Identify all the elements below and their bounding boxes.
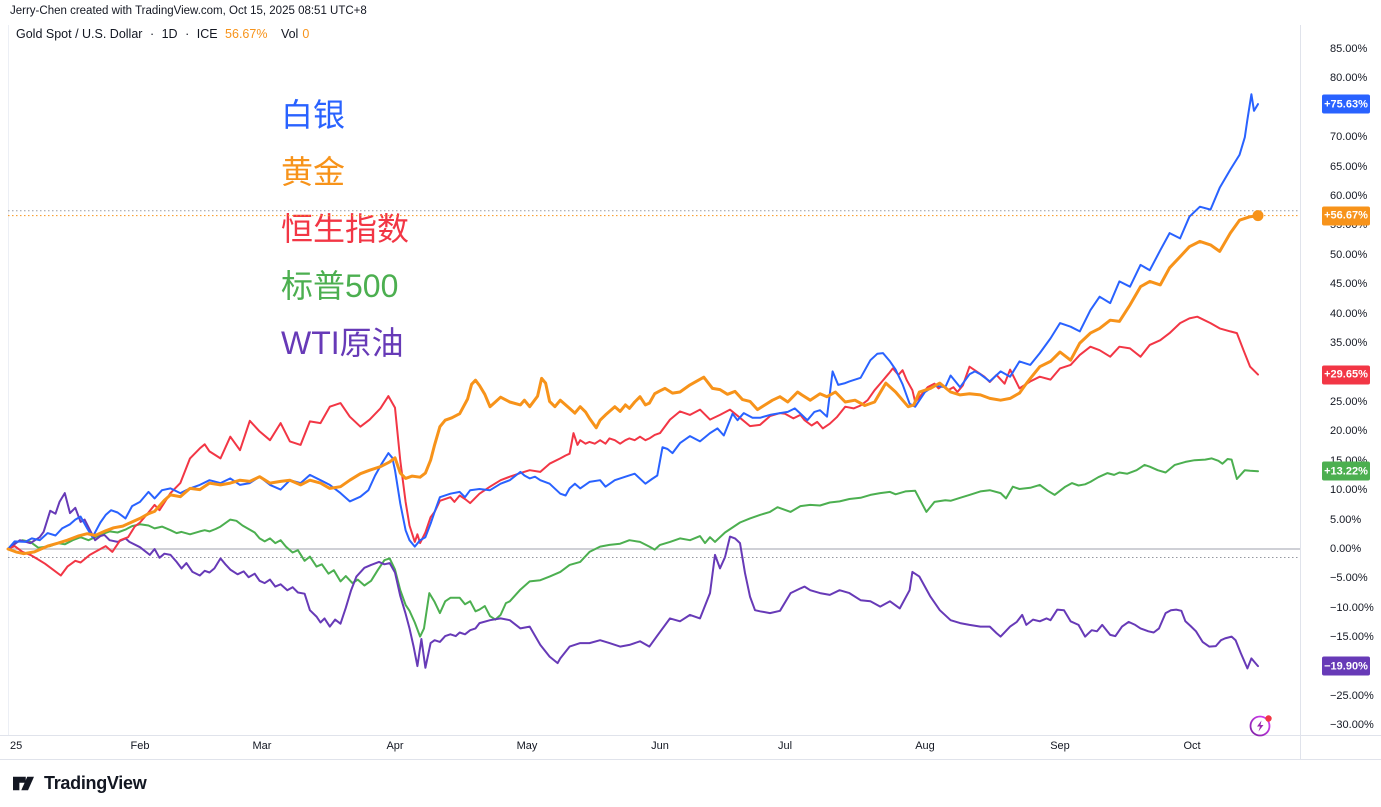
- notification-dot: [1265, 715, 1272, 722]
- y-axis-label[interactable]: 0.00%: [1330, 543, 1362, 555]
- y-axis-label[interactable]: 35.00%: [1330, 337, 1368, 350]
- price-badge-wti: −19.90%: [1322, 656, 1370, 676]
- price-badge-gold: +56.67%: [1322, 206, 1370, 226]
- chart-canvas[interactable]: [8, 25, 1300, 735]
- y-axis-label[interactable]: 50.00%: [1330, 248, 1368, 261]
- y-axis-label[interactable]: 40.00%: [1330, 307, 1368, 320]
- lightning-circle: [1249, 715, 1271, 737]
- x-axis-label[interactable]: Aug: [915, 740, 935, 752]
- x-axis-label[interactable]: May: [516, 740, 538, 752]
- plot-left-border: [8, 25, 9, 735]
- y-axis-label[interactable]: 70.00%: [1330, 131, 1368, 144]
- exchange-label: ICE: [196, 27, 218, 41]
- x-axis-label[interactable]: Feb: [130, 740, 150, 752]
- y-axis-label[interactable]: −25.00%: [1330, 690, 1374, 703]
- y-axis-label[interactable]: 60.00%: [1330, 190, 1368, 203]
- y-axis-label[interactable]: 80.00%: [1330, 72, 1368, 85]
- y-axis-label[interactable]: 5.00%: [1330, 513, 1362, 526]
- y-axis-label[interactable]: 45.00%: [1330, 278, 1368, 291]
- separator-dot: ·: [185, 27, 190, 41]
- price-axis-divider: [1300, 25, 1301, 760]
- y-axis-label[interactable]: 10.00%: [1330, 484, 1368, 497]
- snapshot-credit: Jerry-Chen created with TradingView.com,…: [10, 5, 367, 17]
- lightning-button[interactable]: [1246, 710, 1276, 740]
- tradingview-logo[interactable]: TradingView: [10, 768, 147, 798]
- y-axis-label[interactable]: 85.00%: [1330, 43, 1368, 56]
- price-badge-silver: +75.63%: [1322, 94, 1370, 114]
- y-axis-label[interactable]: 65.00%: [1330, 160, 1368, 173]
- y-axis-label[interactable]: −15.00%: [1330, 631, 1374, 644]
- tradingview-glyph-icon: [13, 776, 34, 790]
- price-badge-sp500: +13.22%: [1322, 461, 1370, 481]
- x-axis-label[interactable]: Apr: [386, 740, 404, 752]
- lightning-bolt-icon: [1257, 720, 1264, 732]
- brand-name: TradingView: [44, 772, 147, 793]
- y-axis-label[interactable]: 25.00%: [1330, 395, 1368, 408]
- time-axis[interactable]: [0, 736, 1381, 759]
- x-axis-label[interactable]: Oct: [1183, 740, 1201, 752]
- x-axis-label[interactable]: Jun: [651, 740, 669, 752]
- price-badge-hang-seng: +29.65%: [1322, 365, 1370, 385]
- y-axis-label[interactable]: 20.00%: [1330, 425, 1368, 438]
- x-axis-label[interactable]: Sep: [1050, 740, 1070, 752]
- volume-label: Vol 0: [280, 27, 310, 41]
- footer-divider: [0, 759, 1381, 760]
- symbol-header: Gold Spot / U.S. Dollar · 1D · ICE 56.67…: [16, 27, 317, 41]
- y-axis-label[interactable]: −10.00%: [1330, 601, 1374, 614]
- change-percent: 56.67%: [225, 27, 268, 41]
- interval-label: 1D: [161, 27, 178, 41]
- x-axis-label[interactable]: Jul: [777, 740, 793, 752]
- y-axis-label[interactable]: −5.00%: [1330, 572, 1368, 585]
- x-axis-label[interactable]: Mar: [252, 740, 272, 752]
- separator-dot: ·: [149, 27, 155, 41]
- y-axis-label[interactable]: −30.00%: [1330, 719, 1374, 732]
- symbol-name: Gold Spot / U.S. Dollar: [16, 27, 143, 41]
- time-axis-divider: [0, 735, 1381, 736]
- x-axis-label[interactable]: 25: [10, 740, 23, 752]
